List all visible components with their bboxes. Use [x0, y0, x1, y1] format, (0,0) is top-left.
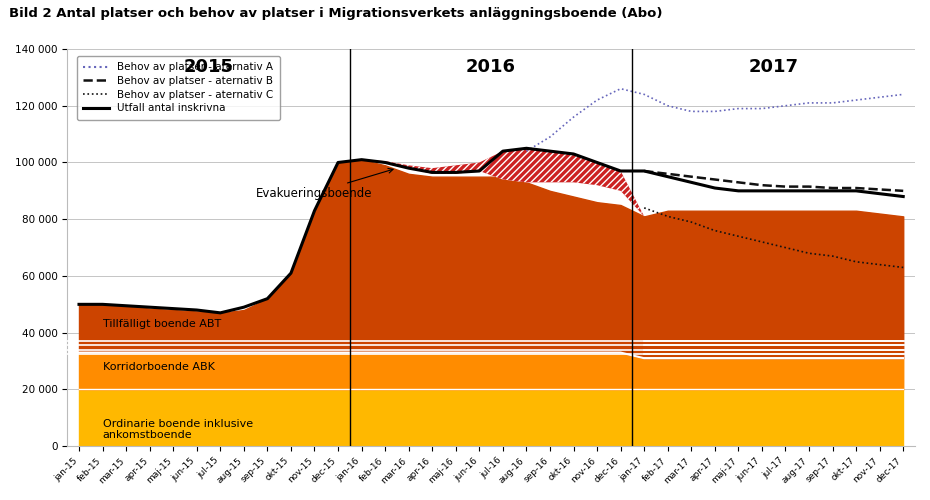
Text: 2017: 2017 [749, 58, 799, 76]
Text: Ordinarie boende inklusive: Ordinarie boende inklusive [102, 418, 253, 428]
Text: Korridorboende ABK: Korridorboende ABK [102, 362, 215, 372]
Text: 2016: 2016 [466, 58, 516, 76]
Text: ankomstboende: ankomstboende [102, 430, 193, 440]
Legend: Behov av platser - aternativ A, Behov av platser - aternativ B, Behov av platser: Behov av platser - aternativ A, Behov av… [76, 56, 280, 120]
Text: 2015: 2015 [183, 58, 233, 76]
Text: Tillfälligt boende ABT: Tillfälligt boende ABT [102, 319, 220, 329]
Text: Evakueringsboende: Evakueringsboende [256, 168, 393, 200]
Text: Bild 2 Antal platser och behov av platser i Migrationsverkets anläggningsboende : Bild 2 Antal platser och behov av platse… [9, 8, 663, 20]
